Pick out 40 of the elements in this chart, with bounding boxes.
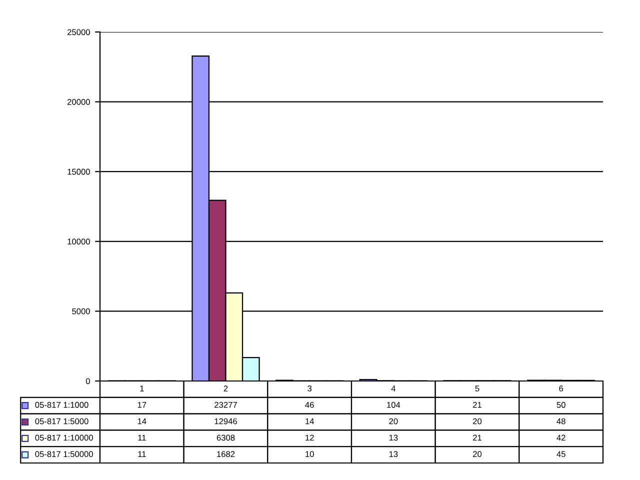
data-label: 13: [389, 434, 398, 441]
data-label: 14: [306, 418, 314, 424]
legend-label: 05-817 1:5000: [35, 418, 88, 424]
legend-label: 05-817 1:1000: [35, 402, 88, 408]
data-label: 23277: [214, 402, 237, 408]
y-tick-label: 20000: [68, 99, 90, 105]
y-tick-label: 5000: [72, 308, 90, 314]
data-label: 42: [556, 434, 566, 441]
y-tick-label: 0: [86, 378, 90, 384]
data-label: 13: [389, 451, 398, 458]
data-label: 50: [556, 402, 566, 408]
data-label: 17: [138, 402, 146, 408]
x-tick-label: 3: [308, 386, 312, 392]
data-label: 104: [387, 402, 400, 408]
data-label: 1682: [217, 451, 235, 458]
data-label: 20: [473, 451, 482, 458]
data-label: 21: [473, 434, 482, 441]
y-tick-label: 10000: [68, 238, 90, 244]
legend-label: 05-817 1:10000: [35, 434, 93, 441]
x-tick-label: 6: [559, 386, 564, 392]
x-tick-label: 2: [224, 386, 228, 392]
x-tick-label: 4: [391, 386, 396, 392]
data-label: 48: [556, 418, 566, 424]
data-label: 21: [473, 402, 482, 408]
x-tick-label: 5: [475, 386, 480, 392]
data-label: 20: [389, 418, 398, 424]
data-label: 10: [306, 451, 314, 458]
legend-label: 05-817 1:50000: [35, 451, 93, 458]
data-label: 14: [138, 418, 146, 424]
y-tick-label: 15000: [68, 168, 90, 175]
data-label: 46: [305, 402, 314, 408]
y-tick-label: 25000: [68, 29, 90, 36]
data-label: 12: [306, 434, 314, 441]
data-label: 20: [473, 418, 482, 424]
data-label: 11: [138, 451, 146, 457]
data-label: 6308: [216, 434, 235, 441]
data-label: 12946: [214, 418, 237, 424]
data-label: 11: [138, 434, 146, 441]
x-tick-label: 1: [140, 386, 144, 392]
data-label: 45: [556, 451, 566, 458]
